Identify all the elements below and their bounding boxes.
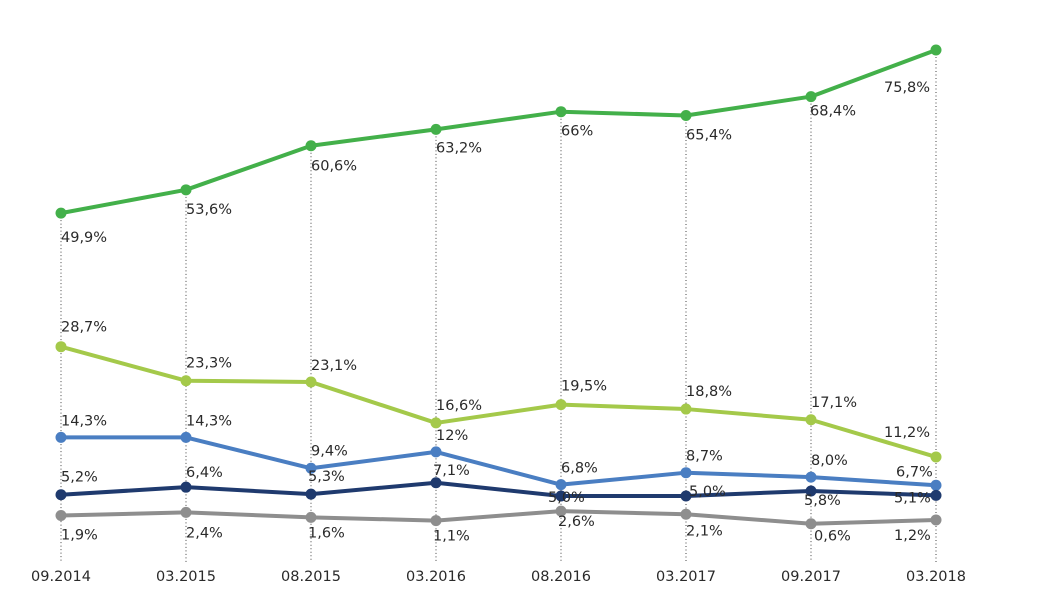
data-point <box>180 506 192 518</box>
data-point <box>305 488 317 500</box>
data-point <box>555 490 567 502</box>
series-line <box>59 480 938 498</box>
data-label: 1,9% <box>61 528 98 544</box>
data-point <box>180 431 192 443</box>
data-point <box>430 417 442 429</box>
data-label: 23,3% <box>186 356 232 372</box>
x-tick-label: 03.2018 <box>906 569 966 585</box>
data-label: 6,7% <box>896 464 933 480</box>
x-tick-label: 03.2017 <box>656 569 716 585</box>
data-label: 28,7% <box>61 320 107 336</box>
series-line <box>59 47 938 216</box>
data-point <box>305 376 317 388</box>
data-point <box>680 403 692 415</box>
data-label: 2,6% <box>558 514 595 530</box>
series-line <box>59 435 938 488</box>
data-point <box>930 44 942 56</box>
data-point <box>805 414 817 426</box>
data-label: 6,4% <box>186 465 223 481</box>
data-point <box>805 471 817 483</box>
data-point <box>930 479 942 491</box>
data-label: 60,6% <box>311 159 357 175</box>
data-label: 1,1% <box>433 529 470 545</box>
data-point <box>180 184 192 196</box>
data-label: 1,6% <box>308 525 345 541</box>
x-tick-label: 03.2016 <box>406 569 466 585</box>
data-label: 6,8% <box>561 461 598 477</box>
data-label: 5,0% <box>548 490 585 506</box>
data-point <box>55 489 67 501</box>
x-tick-label: 08.2016 <box>531 569 591 585</box>
data-point <box>680 508 692 520</box>
category-guide-lines <box>60 49 937 562</box>
data-label: 9,4% <box>311 443 348 459</box>
x-tick-label: 08.2015 <box>281 569 341 585</box>
data-label: 5,8% <box>804 493 841 509</box>
data-label: 53,6% <box>186 202 232 218</box>
data-label: 66% <box>561 124 593 140</box>
data-point <box>305 140 317 152</box>
data-point <box>180 375 192 387</box>
data-point <box>305 462 317 474</box>
data-point <box>430 123 442 135</box>
data-point <box>305 511 317 523</box>
data-label: 2,1% <box>686 523 723 539</box>
data-label: 1,2% <box>894 528 931 544</box>
data-point <box>430 515 442 527</box>
data-label: 14,3% <box>186 413 232 429</box>
data-label: 11,2% <box>884 425 930 441</box>
data-point <box>805 91 817 103</box>
data-label: 0,6% <box>814 529 851 545</box>
data-label: 75,8% <box>884 80 930 96</box>
data-label: 23,1% <box>311 358 357 374</box>
data-point <box>930 451 942 463</box>
data-point <box>555 505 567 517</box>
data-label: 5,2% <box>61 470 98 486</box>
data-point <box>805 518 817 530</box>
data-label: 14,3% <box>61 413 107 429</box>
series-points <box>55 44 942 530</box>
data-point <box>55 431 67 443</box>
data-label: 19,5% <box>561 379 607 395</box>
data-label: 2,4% <box>186 525 223 541</box>
data-point <box>180 481 192 493</box>
data-label: 17,1% <box>811 395 857 411</box>
data-point <box>55 510 67 522</box>
series-line <box>59 509 938 526</box>
data-point <box>555 106 567 118</box>
data-label: 7,1% <box>433 463 470 479</box>
data-label: 63,2% <box>436 140 482 156</box>
data-point <box>930 489 942 501</box>
data-point <box>430 477 442 489</box>
data-point <box>55 341 67 353</box>
data-point <box>930 514 942 526</box>
data-labels: 49,9% 53,6% 60,6% 63,2% 66% 65,4% 68,4% 75,8% 28… <box>61 80 933 545</box>
data-point <box>680 109 692 121</box>
data-label: 18,8% <box>686 384 732 400</box>
x-tick-label: 09.2017 <box>781 569 841 585</box>
data-label: 12% <box>436 428 468 444</box>
data-label: 65,4% <box>686 127 732 143</box>
data-label: 8,7% <box>686 449 723 465</box>
data-label: 16,6% <box>436 398 482 414</box>
data-point <box>680 490 692 502</box>
x-axis-tick-labels: 09.2014 03.2015 08.2015 03.2016 08.2016 03.20… <box>31 569 966 585</box>
data-point <box>430 446 442 458</box>
data-label: 5,3% <box>308 469 345 485</box>
data-point <box>805 485 817 497</box>
x-tick-label: 09.2014 <box>31 569 91 585</box>
data-label: 8,0% <box>811 453 848 469</box>
data-point <box>555 479 567 491</box>
data-label: 49,9% <box>61 230 107 246</box>
data-point <box>555 399 567 411</box>
data-label: 68,4% <box>810 104 856 120</box>
x-tick-label: 03.2015 <box>156 569 216 585</box>
series-line <box>59 344 938 459</box>
data-label: 5,1% <box>894 490 931 506</box>
data-point <box>55 207 67 219</box>
data-point <box>680 467 692 479</box>
series-lines <box>59 47 938 526</box>
data-label: 5,0% <box>689 484 726 500</box>
